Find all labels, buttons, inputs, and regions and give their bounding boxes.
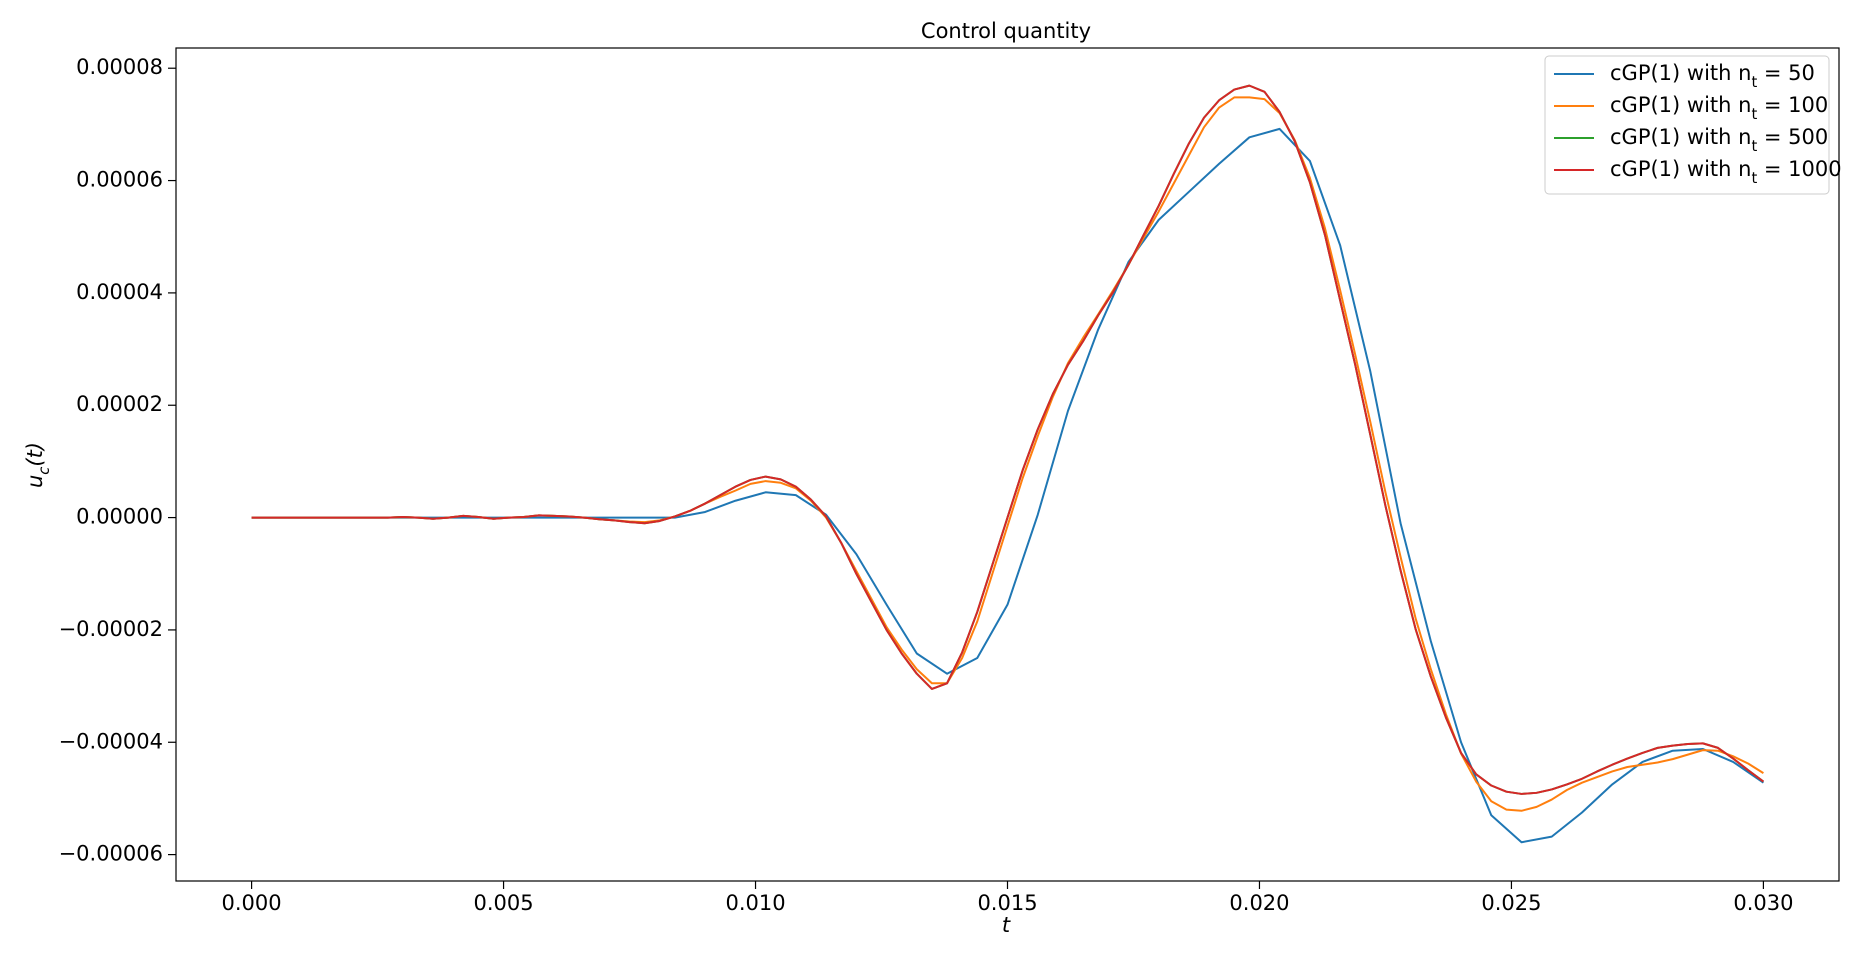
legend-box	[1544, 55, 1830, 195]
y-tick-label: 0.00008	[76, 55, 163, 79]
x-tick-label: 0.010	[725, 891, 785, 915]
x-tick-label: 0.000	[222, 891, 282, 915]
y-tick-label: −0.00002	[59, 617, 163, 641]
x-axis-label: t	[1002, 913, 1011, 937]
y-tick-label: 0.00004	[76, 280, 163, 304]
y-tick-label: 0.00002	[76, 392, 163, 416]
plot-area	[251, 84, 1765, 844]
x-tick-label: 0.020	[1229, 891, 1289, 915]
x-tick-label: 0.005	[473, 891, 533, 915]
y-tick-label: 0.00006	[76, 168, 163, 192]
x-tick-label: 0.025	[1481, 891, 1541, 915]
plot-frame	[175, 47, 1840, 882]
x-tick-label: 0.015	[977, 891, 1037, 915]
y-tick-label: 0.00000	[76, 505, 163, 529]
series-line	[251, 84, 1765, 795]
chart-title: Control quantity	[921, 19, 1091, 43]
y-tick-label: −0.00004	[59, 729, 163, 753]
x-tick-label: 0.030	[1733, 891, 1793, 915]
y-tick-label: −0.00006	[59, 842, 163, 866]
